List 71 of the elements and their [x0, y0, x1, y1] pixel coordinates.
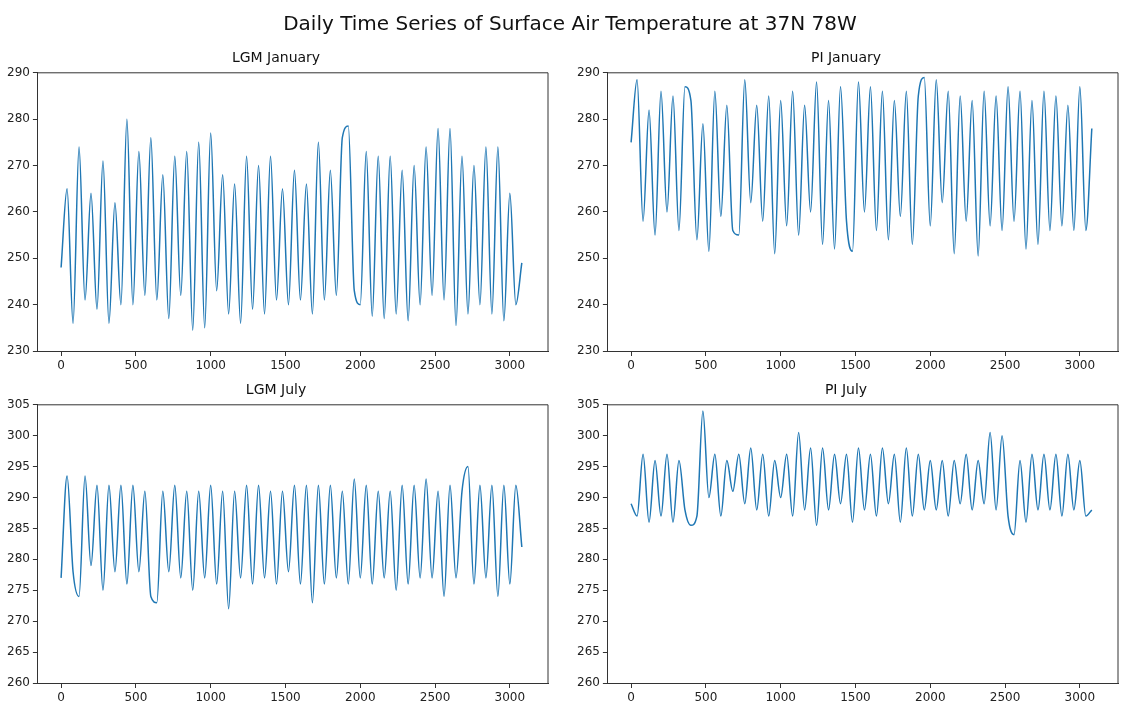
y-tick-label: 280 [577, 551, 600, 566]
y-tick-label: 270 [577, 613, 600, 628]
y-tick-label: 265 [577, 644, 600, 659]
chart-title: PI July [824, 381, 868, 398]
x-tick-label: 0 [627, 358, 635, 373]
x-tick-label: 2000 [345, 358, 376, 373]
y-tick-label: 275 [7, 582, 30, 597]
y-tick-label: 270 [7, 613, 30, 628]
x-tick-label: 0 [57, 358, 65, 373]
line-series [630, 410, 1093, 536]
y-tick-label: 240 [7, 296, 30, 311]
y-tick-label: 260 [577, 675, 600, 690]
x-tick-label: 500 [124, 358, 148, 373]
line-series [60, 465, 523, 610]
y-tick-label: 260 [7, 204, 30, 219]
x-tick-label: 3000 [494, 358, 526, 373]
chart-title: LGM July [245, 381, 307, 398]
y-tick-label: 265 [7, 644, 30, 659]
x-tick-label: 1500 [840, 358, 871, 373]
chart-title: LGM January [231, 49, 321, 66]
y-tick-label: 290 [7, 64, 30, 79]
x-tick-label: 500 [694, 358, 718, 373]
y-tick-label: 280 [577, 111, 600, 126]
chart-title: PI January [810, 49, 882, 66]
y-tick-label: 305 [577, 396, 600, 411]
x-tick-label: 1500 [840, 690, 871, 705]
x-tick-label: 2000 [915, 690, 946, 705]
y-tick-label: 280 [7, 111, 30, 126]
x-tick-label: 2500 [419, 690, 451, 705]
y-tick-label: 285 [7, 520, 30, 535]
y-tick-label: 260 [577, 204, 600, 219]
y-tick-label: 275 [577, 582, 600, 597]
x-tick-label: 0 [57, 690, 65, 705]
x-tick-label: 1500 [270, 358, 301, 373]
y-tick-label: 295 [7, 458, 30, 473]
x-tick-label: 1000 [765, 690, 796, 705]
y-tick-label: 250 [7, 250, 30, 265]
y-tick-label: 270 [577, 157, 600, 172]
y-tick-label: 270 [7, 157, 30, 172]
x-tick-label: 1000 [765, 358, 796, 373]
y-tick-label: 240 [577, 296, 600, 311]
y-tick-label: 300 [577, 427, 600, 442]
x-tick-label: 1000 [195, 690, 226, 705]
x-tick-label: 500 [124, 690, 148, 705]
x-tick-label: 2000 [915, 358, 946, 373]
y-tick-label: 295 [577, 458, 600, 473]
y-tick-label: 290 [577, 489, 600, 504]
x-tick-label: 0 [627, 690, 635, 705]
x-tick-label: 3000 [494, 690, 526, 705]
x-tick-label: 3000 [1064, 690, 1096, 705]
y-tick-label: 300 [7, 427, 30, 442]
x-tick-label: 2500 [989, 358, 1021, 373]
line-series [630, 76, 1093, 257]
x-tick-label: 3000 [1064, 358, 1096, 373]
y-tick-label: 230 [7, 343, 30, 358]
y-tick-label: 250 [577, 250, 600, 265]
line-series [60, 118, 523, 331]
x-tick-label: 1500 [270, 690, 301, 705]
x-tick-label: 500 [694, 690, 718, 705]
y-tick-label: 290 [7, 489, 30, 504]
text: Daily Time Series of Surface Air Temperature at 37N 78W [283, 11, 857, 35]
y-tick-label: 280 [7, 551, 30, 566]
x-tick-label: 2000 [345, 690, 376, 705]
y-tick-label: 260 [7, 675, 30, 690]
y-tick-label: 305 [7, 396, 30, 411]
y-tick-label: 285 [577, 520, 600, 535]
y-tick-label: 230 [577, 343, 600, 358]
x-tick-label: 2500 [419, 358, 451, 373]
y-tick-label: 290 [577, 64, 600, 79]
x-tick-label: 2500 [989, 690, 1021, 705]
x-tick-label: 1000 [195, 358, 226, 373]
